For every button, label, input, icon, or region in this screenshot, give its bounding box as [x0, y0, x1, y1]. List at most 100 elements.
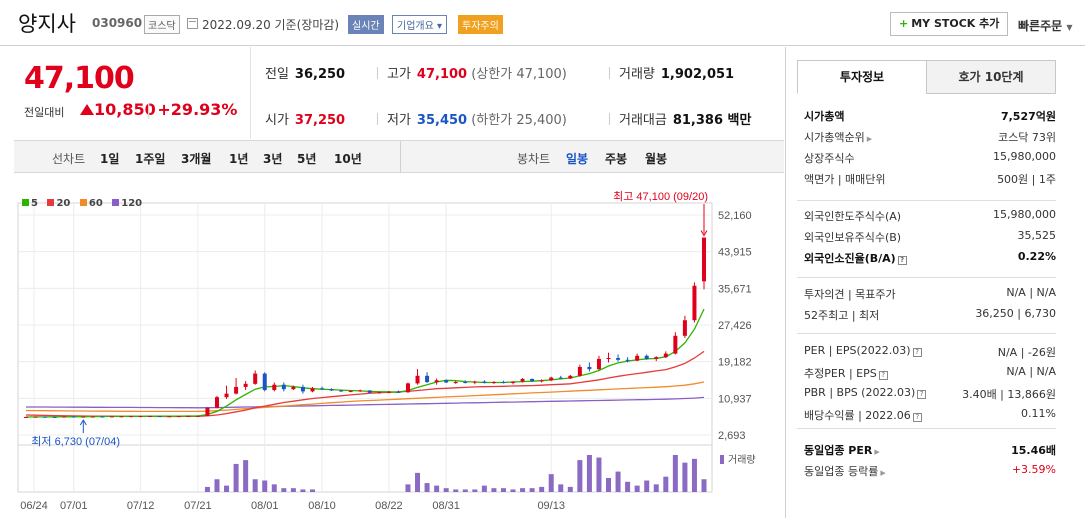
legend-ma60: 60 [79, 198, 103, 209]
volume-bar [567, 486, 573, 492]
candle-monthly[interactable]: 월봉 [645, 152, 668, 166]
stock-header: 양지사 030960 코스닥 2022.09.20 기준(장마감) 실시간 기업… [0, 0, 1085, 46]
period-1y[interactable]: 1년 [229, 152, 249, 166]
change-percent: +29.93% [146, 100, 237, 119]
tab-investment-info[interactable]: 투자정보 [797, 60, 927, 94]
quick-order-button[interactable]: 빠른주문 ▼ [1018, 17, 1073, 34]
volume-bar [615, 471, 621, 492]
help-icon[interactable]: ? [878, 371, 888, 380]
candle-body [109, 416, 114, 418]
x-tick-label: 08/10 [308, 500, 336, 512]
group-sector: 동일업종 PER ▶ 15.46배 동일업종 등락률 ▶ +3.59% [797, 428, 1056, 484]
candle-body [205, 407, 210, 416]
stat-prev-close: 전일 36,250 [265, 67, 346, 82]
help-icon[interactable]: ? [917, 390, 927, 399]
y-tick-label: 2,693 [718, 430, 746, 442]
legend-ma5-swatch [22, 199, 29, 206]
volume-bar [252, 479, 258, 492]
volume-bar [271, 484, 277, 492]
period-10y[interactable]: 10년 [334, 152, 362, 166]
candle-body [186, 415, 191, 417]
candle-body [119, 416, 124, 418]
candle-body [491, 382, 496, 384]
volume-bar [262, 480, 268, 492]
candle-body [81, 416, 86, 418]
candle-chart-label: 봉차트 [517, 152, 551, 166]
group-opinion: 투자의견 | 목표주가 N/A | N/A 52주최고 | 최저 36,250 | … [797, 277, 1056, 329]
candle-body [62, 416, 67, 418]
candle-body [463, 382, 468, 384]
help-icon[interactable]: ? [912, 348, 922, 357]
stat-low: 저가 35,450 (하한가 25,400) [387, 113, 567, 128]
x-tick-label: 07/01 [60, 500, 88, 512]
help-icon[interactable]: ? [912, 413, 922, 422]
volume-bar [586, 455, 592, 492]
stat-amount: 거래대금 81,386 백만 [619, 113, 752, 128]
candle-body [262, 373, 267, 391]
candle-body [43, 416, 48, 418]
add-my-stock-button[interactable]: + MY STOCK 추가 [890, 12, 1009, 36]
tab-order-book[interactable]: 호가 10단계 [926, 60, 1056, 94]
volume-bar [472, 489, 478, 492]
volume-bar [500, 488, 506, 492]
candle-body [90, 416, 95, 418]
volume-bar [491, 488, 497, 492]
company-overview-dropdown[interactable]: 기업개요 ▾ [392, 15, 447, 34]
volume-bar [415, 472, 421, 492]
period-1w[interactable]: 1주일 [135, 152, 166, 166]
volume-bar [663, 476, 669, 492]
info-tabs: 투자정보 호가 10단계 [797, 60, 1056, 94]
candle-body [310, 388, 315, 392]
candle-body [405, 383, 410, 393]
legend-ma5: 5 [22, 198, 38, 209]
candle-body [625, 359, 630, 361]
candle-body [673, 335, 678, 354]
candle-body [176, 415, 181, 417]
candle-body [616, 358, 621, 360]
realtime-button[interactable]: 실시간 [348, 15, 384, 34]
chart-frame [17, 202, 713, 493]
legend-ma20-swatch [47, 199, 55, 206]
period-3m[interactable]: 3개월 [181, 152, 212, 166]
candle-body [539, 380, 544, 382]
stock-code: 030960 [92, 16, 143, 30]
investment-warning-badge: 투자주의 [458, 15, 503, 34]
candle-body [425, 375, 430, 383]
candle-body [100, 416, 105, 418]
candle-body [377, 392, 382, 394]
plus-icon: + [899, 17, 909, 30]
volume-bar [214, 479, 220, 492]
candle-body [635, 355, 640, 361]
volume-bar [300, 489, 306, 492]
candle-weekly[interactable]: 주봉 [605, 152, 628, 166]
candle-body [702, 237, 706, 282]
volume-legend-swatch [720, 455, 724, 464]
candle-body [148, 415, 153, 417]
legend-ma120-swatch [112, 199, 120, 206]
candle-body [587, 366, 592, 370]
candle-body [243, 383, 248, 387]
market-tag: 코스닥 [144, 15, 180, 34]
period-1d[interactable]: 1일 [100, 152, 120, 166]
line-chart-label: 선차트 [52, 152, 86, 166]
y-tick-label: 10,937 [718, 393, 752, 405]
candle-body [644, 355, 649, 359]
volume-bar [577, 460, 583, 492]
volume-bar [434, 485, 440, 492]
candle-daily[interactable]: 일봉 [566, 152, 589, 166]
candle-body [214, 397, 219, 408]
help-icon[interactable]: ? [897, 256, 907, 265]
candle-body [663, 353, 668, 358]
period-3y[interactable]: 3년 [263, 152, 283, 166]
candle-body [558, 377, 563, 379]
candle-body [234, 386, 239, 394]
stock-chart[interactable]: 5 20 60 120 52,160 43,915 35,671 27,426 19,1… [14, 174, 784, 518]
base-date: 2022.09.20 기준(장마감) [202, 18, 340, 32]
legend-ma20: 20 [47, 198, 70, 209]
stat-open: 시가 37,250 [265, 113, 346, 128]
add-my-stock-label: MY STOCK 추가 [911, 17, 1000, 30]
x-tick-label: 08/31 [432, 500, 460, 512]
volume-bar [233, 463, 239, 492]
period-5y[interactable]: 5년 [297, 152, 317, 166]
volume-bar [558, 484, 564, 492]
